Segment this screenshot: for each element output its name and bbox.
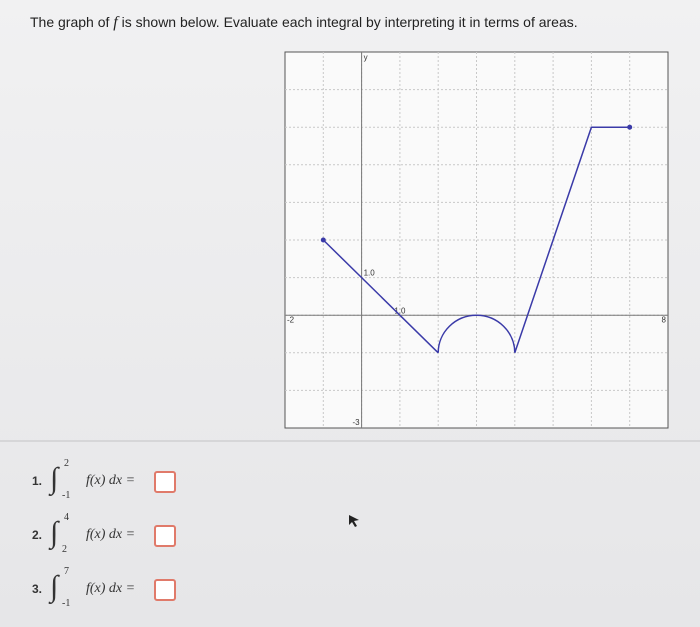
integral-sign: ∫ [50,462,59,495]
upper-bound: 7 [64,566,69,577]
answer-box[interactable] [154,471,176,493]
integral-sign: ∫ [50,570,59,603]
endpoint [627,124,633,130]
function-segment [322,239,439,354]
axis-label: -2 [287,315,295,324]
axis-label: 8 [662,315,667,324]
function-segment [514,126,630,354]
header-text: is shown below. Evaluate each integral b… [117,14,578,30]
lower-bound: 2 [62,544,67,555]
question: 1. ∫ 2 -1 f(x) dx = [32,458,232,506]
axis-label: 1.0 [364,269,376,278]
integral-sign: ∫ [50,516,59,549]
upper-bound: 4 [64,512,69,523]
lower-bound: -1 [62,490,71,501]
answer-box[interactable] [154,525,176,547]
answer-box[interactable] [154,579,176,601]
integrand: f(x) dx = [86,473,136,488]
question-number: 3. [32,582,43,596]
question-number: 1. [32,474,43,488]
axis-label: -3 [352,418,360,427]
function-name: f [113,14,118,31]
upper-bound: 2 [64,458,69,469]
lower-bound: -1 [62,598,71,609]
question: 2. ∫ 4 2 f(x) dx = [32,512,232,560]
integrand: f(x) dx = [86,527,136,542]
header-text: The graph of [30,14,114,30]
question-number: 2. [32,528,43,542]
endpoint [320,237,326,243]
integrand: f(x) dx = [86,581,136,596]
cursor [349,515,359,527]
question: 3. ∫ 7 -1 f(x) dx = [32,566,232,614]
header: The graph of f is shown below. Evaluate … [30,14,578,32]
function-arc [437,314,516,353]
axis-label: y [364,53,368,62]
axis-label: 1.0 [394,306,406,315]
